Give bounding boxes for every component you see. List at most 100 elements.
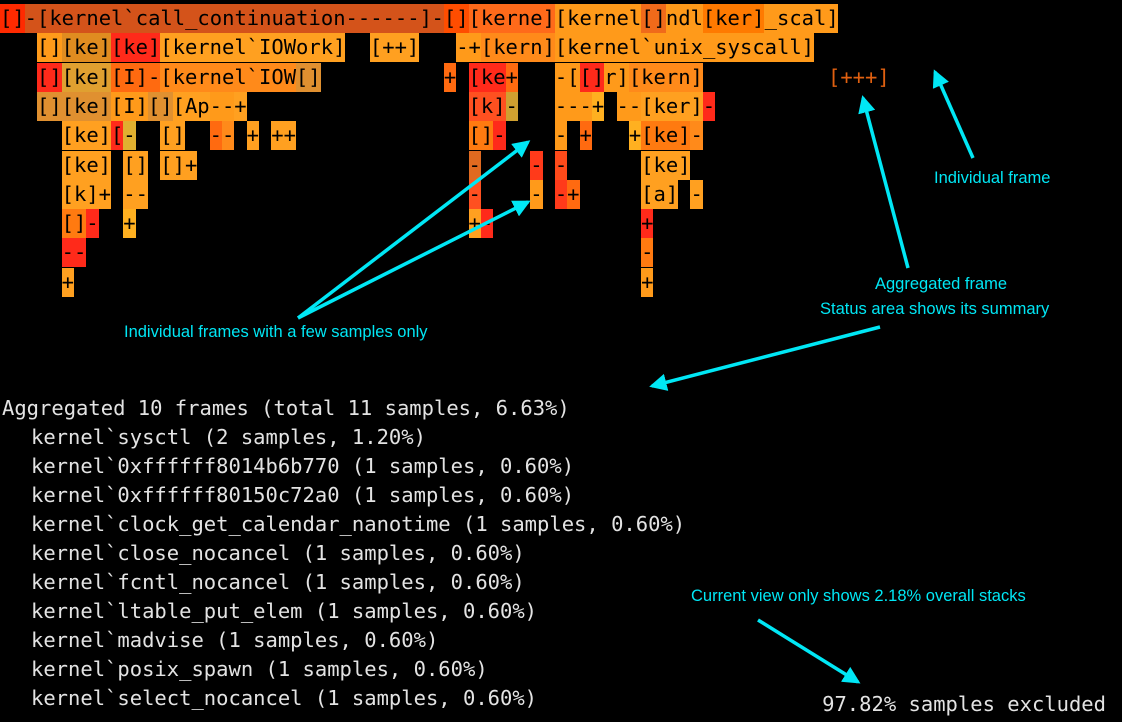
flame-frame[interactable]: [ke]: [61, 62, 111, 92]
flame-frame[interactable]: -: [702, 91, 716, 121]
flame-frame[interactable]: [ker]: [702, 4, 765, 33]
flame-frame[interactable]: [k]: [61, 179, 99, 209]
flame-frame[interactable]: +: [443, 62, 457, 92]
flame-frame[interactable]: -: [431, 4, 444, 33]
flame-frame[interactable]: -: [123, 179, 136, 209]
flame-frame[interactable]: [ke]: [61, 91, 111, 121]
flame-frame[interactable]: [kernel`unix_syscall]: [554, 33, 814, 63]
flame-frame[interactable]: -: [493, 121, 506, 151]
flame-frame[interactable]: -: [123, 121, 136, 151]
status-item: kernel`0xffffff80150c72a0 (1 samples, 0.…: [31, 483, 575, 507]
flame-frame[interactable]: -: [221, 121, 235, 151]
flame-frame[interactable]: [I]: [110, 62, 148, 92]
flame-frame[interactable]: ---: [554, 91, 592, 121]
status-item: kernel`posix_spawn (1 samples, 0.60%): [31, 657, 488, 681]
flame-frame[interactable]: +: [579, 121, 592, 151]
flame-frame[interactable]: --: [616, 91, 642, 121]
flame-frame[interactable]: [kerne]: [468, 4, 555, 33]
flame-frame[interactable]: [ke]: [641, 150, 691, 180]
flame-frame[interactable]: -: [505, 91, 518, 121]
flame-frame[interactable]: +: [505, 62, 518, 92]
flame-frame[interactable]: []: [468, 121, 494, 151]
flame-frame[interactable]: +: [246, 121, 259, 151]
flame-frame[interactable]: []: [160, 121, 185, 151]
flame-frame[interactable]: [ke]: [61, 121, 111, 151]
flame-frame[interactable]: -+: [456, 33, 481, 63]
flame-frame[interactable]: []: [61, 209, 87, 239]
flame-frame[interactable]: []: [641, 4, 666, 33]
flame-frame[interactable]: +: [123, 209, 136, 239]
flame-frame[interactable]: [kernel`IOWork]: [160, 33, 346, 63]
label-aggregated-frame: Aggregated frame: [875, 275, 1008, 293]
excluded-summary: 97.82% samples excluded: [822, 692, 1106, 716]
flame-frame[interactable]: +: [184, 150, 198, 180]
status-item: kernel`select_nocancel (1 samples, 0.60%…: [31, 686, 538, 710]
flame-frame[interactable]: [I]: [110, 91, 148, 121]
flame-frame[interactable]: [kernel`call_continuation------]: [36, 4, 432, 33]
flame-frame[interactable]: ++: [271, 121, 296, 151]
flame-frame[interactable]: [k]: [468, 91, 506, 121]
flame-frame[interactable]: -: [690, 179, 703, 209]
label-individual-frame: Individual frame: [934, 169, 1051, 187]
flame-frame[interactable]: -: [690, 121, 703, 151]
flame-frame[interactable]: []: [0, 4, 25, 33]
flame-frame[interactable]: --: [209, 91, 235, 121]
flame-frame[interactable]: [ke]: [641, 121, 691, 151]
status-list: kernel`sysctl (2 samples, 1.20%) kernel`0…: [2, 423, 1102, 713]
status-item: kernel`clock_get_calendar_nanotime (1 sa…: [31, 512, 686, 536]
flame-frame[interactable]: +: [234, 91, 247, 121]
flame-frame[interactable]: +: [591, 91, 605, 121]
flame-frame[interactable]: -: [554, 121, 568, 151]
flame-frame[interactable]: --: [61, 238, 87, 268]
flame-frame[interactable]: []: [123, 150, 148, 180]
flame-frame[interactable]: -: [86, 209, 99, 239]
status-item: kernel`close_nocancel (1 samples, 0.60%): [31, 541, 525, 565]
flame-frame[interactable]: -: [24, 4, 37, 33]
flame-frame[interactable]: [kern]: [628, 62, 703, 92]
flame-frame[interactable]: []: [36, 62, 62, 92]
flame-frame[interactable]: []: [36, 33, 62, 63]
flame-frame[interactable]: -: [468, 179, 481, 209]
flame-frame[interactable]: [ke]: [61, 150, 111, 180]
flame-frame[interactable]: +: [567, 179, 580, 209]
flame-frame[interactable]: -: [554, 179, 568, 209]
flame-frame[interactable]: []: [443, 4, 469, 33]
flame-frame[interactable]: -: [135, 179, 148, 209]
flame-frame[interactable]: [ker]: [641, 91, 703, 121]
flame-frame[interactable]: -: [554, 62, 568, 92]
flame-frame[interactable]: []: [160, 150, 185, 180]
status-item: kernel`0xffffff8014b6b770 (1 samples, 0.…: [31, 454, 575, 478]
status-item: kernel`ltable_put_elem (1 samples, 0.60%…: [31, 599, 538, 623]
status-area: Aggregated 10 frames (total 11 samples, …: [2, 394, 1102, 713]
status-header: Aggregated 10 frames (total 11 samples, …: [2, 396, 570, 420]
flame-frame[interactable]: +: [641, 267, 654, 297]
status-item: kernel`fcntl_nocancel (1 samples, 0.60%): [31, 570, 525, 594]
flame-frame[interactable]: -: [554, 150, 568, 180]
flame-frame[interactable]: [a]: [641, 179, 679, 209]
label-status-summary: Status area shows its summary: [820, 300, 1050, 318]
flame-frame[interactable]: [kern]: [480, 33, 555, 63]
status-item: kernel`madvise (1 samples, 0.60%): [31, 628, 439, 652]
flame-frame[interactable]: []: [295, 62, 321, 92]
flame-frame[interactable]: [kernel`hndl_unix_scal]: [554, 4, 839, 33]
flame-frame[interactable]: +: [641, 209, 654, 239]
flame-frame[interactable]: -: [641, 238, 654, 268]
flame-frame[interactable]: -: [147, 62, 161, 92]
flame-frame[interactable]: [kernel`IOW]: [160, 62, 309, 92]
flame-graph[interactable]: [] - [kernel`call_continuation------] -[] [k…: [0, 0, 1122, 310]
flame-frame[interactable]: -: [480, 209, 494, 239]
flame-frame[interactable]: [++]: [369, 33, 420, 63]
flame-frame[interactable]: []: [579, 62, 605, 92]
flame-frame[interactable]: [ke]: [110, 33, 161, 63]
flame-frame[interactable]: -: [530, 179, 543, 209]
flame-frame[interactable]: +: [98, 179, 111, 209]
flame-frame[interactable]: []: [36, 91, 62, 121]
flame-frame[interactable]: [ke]: [61, 33, 111, 63]
flame-frame[interactable]: []: [147, 91, 173, 121]
flame-frame[interactable]: -: [209, 121, 222, 151]
flame-frame[interactable]: -: [468, 150, 481, 180]
flame-frame[interactable]: +: [628, 121, 642, 151]
flame-frame[interactable]: -: [530, 150, 543, 180]
aggregated-frame[interactable]: [+++]: [828, 65, 890, 89]
flame-frame[interactable]: +: [61, 267, 74, 297]
